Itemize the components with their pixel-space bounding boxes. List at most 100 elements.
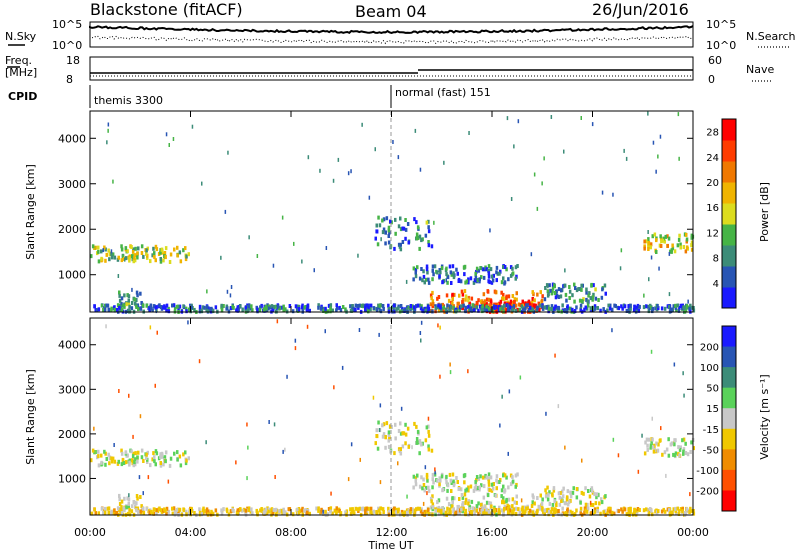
echo-cell	[674, 303, 677, 308]
echo-cell	[110, 459, 114, 464]
echo-cell	[647, 304, 650, 309]
echo-cell	[434, 509, 438, 514]
echo-cell	[684, 441, 687, 446]
echo-cell	[464, 294, 468, 299]
freq-panel	[89, 56, 694, 81]
echo-cell	[575, 487, 579, 491]
echo-cell	[395, 510, 398, 515]
echo-cell	[430, 499, 433, 504]
echo-cell	[434, 512, 437, 517]
echo-cell	[131, 287, 133, 292]
echo-cell	[387, 506, 390, 511]
echo-cell	[135, 508, 138, 513]
echo-cell	[503, 473, 507, 478]
echo-cell	[333, 385, 335, 390]
echo-cell	[173, 307, 177, 311]
echo-cell	[127, 301, 130, 306]
echo-cell	[113, 307, 116, 312]
echo-cell	[345, 509, 349, 514]
x-tick-label: 12:00	[376, 526, 408, 539]
echo-cell	[533, 501, 536, 506]
echo-cell	[438, 476, 441, 481]
echo-cell	[469, 510, 473, 514]
echo-cell	[568, 296, 571, 300]
echo-cell	[673, 249, 677, 254]
echo-cell	[220, 303, 223, 308]
echo-cell	[420, 475, 423, 480]
echo-cell	[509, 273, 513, 278]
echo-cell	[672, 507, 675, 512]
echo-cell	[382, 510, 385, 514]
x-tick-label: 04:00	[175, 526, 207, 539]
echo-cell	[627, 307, 631, 312]
echo-cell	[151, 308, 154, 313]
echo-cell	[491, 278, 495, 283]
echo-cell	[106, 303, 110, 308]
echo-cell	[427, 225, 430, 230]
echo-cell	[692, 306, 695, 310]
echo-cell	[113, 305, 116, 310]
echo-cell	[533, 298, 536, 303]
echo-cell	[294, 338, 297, 343]
echo-cell	[105, 324, 107, 329]
echo-cell	[164, 305, 167, 310]
echo-cell	[429, 496, 433, 501]
echo-cell	[479, 507, 482, 512]
echo-cell	[259, 305, 262, 310]
colorbar-segment	[722, 387, 736, 409]
nsearch-label: N.Search	[746, 30, 796, 43]
echo-cell	[187, 320, 189, 325]
echo-cell	[431, 477, 434, 482]
echo-cell	[671, 307, 674, 312]
echo-cell	[503, 301, 507, 306]
echo-cell	[145, 456, 148, 460]
colorbar-frame	[721, 118, 737, 309]
echo-cell	[256, 307, 259, 312]
echo-cell	[150, 306, 153, 311]
echo-cell	[137, 510, 140, 514]
echo-cell	[361, 122, 363, 127]
echo-cell	[374, 147, 376, 152]
x-tick-label: 00:00	[74, 526, 106, 539]
echo-cell	[337, 157, 340, 162]
echo-cell	[555, 503, 558, 507]
echo-cell	[288, 304, 292, 308]
echo-cell	[474, 484, 478, 489]
echo-cell	[190, 508, 193, 513]
echo-cell	[291, 512, 295, 517]
echo-cell	[200, 512, 204, 517]
echo-cell	[239, 304, 242, 309]
echo-cell	[436, 270, 439, 275]
echo-cell	[145, 303, 148, 308]
echo-cell	[121, 254, 125, 259]
echo-cell	[506, 116, 509, 121]
echo-cell	[468, 301, 471, 306]
echo-cell	[429, 309, 432, 314]
echo-cell	[587, 489, 590, 493]
echo-cell	[424, 233, 428, 238]
echo-cell	[108, 252, 112, 257]
echo-cell	[571, 510, 574, 515]
colorbar-tick-label: 4	[713, 279, 719, 290]
echo-cell	[650, 305, 653, 310]
echo-cell	[450, 489, 453, 493]
echo-cell	[538, 308, 541, 313]
echo-cell	[125, 302, 128, 307]
echo-cell	[652, 140, 655, 145]
echo-cell	[425, 220, 429, 225]
echo-cell	[426, 270, 429, 275]
echo-cell	[663, 450, 667, 455]
echo-cell	[547, 309, 550, 314]
echo-cell	[152, 253, 156, 258]
echo-cell	[136, 506, 140, 511]
echo-cell	[220, 508, 223, 513]
echo-cell	[263, 510, 266, 515]
echo-cell	[589, 306, 592, 311]
echo-cell	[567, 500, 571, 505]
echo-cell	[335, 506, 338, 511]
echo-cell	[461, 503, 464, 508]
echo-cell	[133, 500, 136, 505]
echo-cell	[420, 320, 423, 325]
echo-cell	[416, 225, 420, 230]
echo-cell	[107, 248, 110, 253]
